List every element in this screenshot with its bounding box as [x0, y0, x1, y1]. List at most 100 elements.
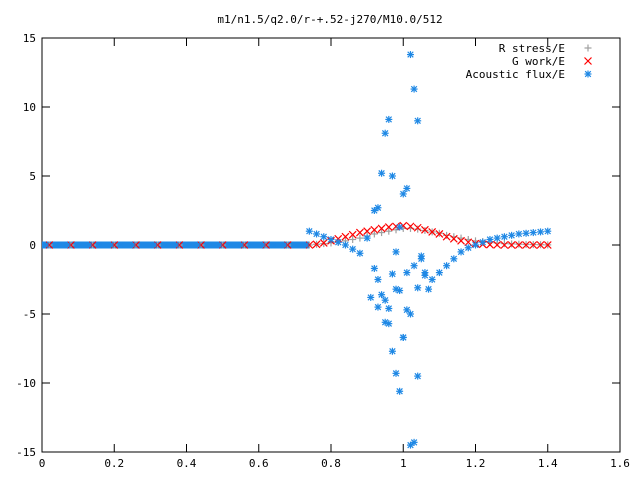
acoustic-flux-point [388, 270, 396, 278]
x-tick-label: 0.8 [321, 457, 341, 470]
acoustic-flux-point [443, 262, 451, 270]
g-work-point [363, 227, 372, 236]
y-tick-label: -10 [16, 377, 36, 390]
x-tick-label: 1.2 [466, 457, 486, 470]
acoustic-flux-point [414, 117, 422, 125]
acoustic-flux-point [269, 241, 277, 249]
r-stress-point [443, 231, 451, 239]
axes: 0 0.2 0.4 0.6 0.8 1 1.2 1.4 1.6 -15 -10 -5 0 5 10 15 [16, 32, 630, 470]
g-work-point [442, 232, 451, 241]
x-tick-label: 0.6 [249, 457, 269, 470]
data-marks [42, 51, 552, 449]
r-stress-point [378, 229, 386, 237]
acoustic-flux-point [515, 230, 523, 238]
acoustic-flux-point [161, 241, 169, 249]
acoustic-flux-point [388, 172, 396, 180]
acoustic-flux-point [226, 241, 234, 249]
g-work-point [507, 241, 516, 249]
acoustic-flux-point [74, 241, 82, 249]
r-stress-point [392, 226, 400, 234]
acoustic-flux-point [406, 51, 414, 59]
g-work-point [175, 241, 184, 249]
acoustic-flux-point [479, 238, 487, 246]
r-stress-point [508, 240, 516, 248]
acoustic-flux-point [529, 229, 537, 237]
acoustic-flux-point [522, 229, 530, 237]
acoustic-flux-point [85, 241, 93, 249]
g-work-point [283, 241, 292, 249]
g-work-point [240, 241, 249, 249]
g-work-point [464, 238, 473, 247]
legend-marker [584, 57, 592, 65]
x-tick-label: 1 [400, 457, 407, 470]
acoustic-flux-point [417, 252, 425, 260]
acoustic-flux-point [327, 235, 335, 243]
acoustic-flux-point [457, 248, 465, 256]
acoustic-flux-point [349, 245, 357, 253]
g-work-point [197, 241, 205, 249]
g-work-point [110, 241, 119, 249]
acoustic-flux-point [508, 231, 516, 239]
acoustic-flux-point [183, 241, 190, 249]
g-work-point [514, 241, 523, 249]
g-work-point [45, 241, 54, 249]
acoustic-flux-point [414, 372, 422, 380]
acoustic-flux-point [414, 284, 422, 292]
y-tick-label: 15 [23, 32, 36, 45]
g-work-point [406, 222, 415, 231]
acoustic-flux-point [396, 387, 404, 395]
acoustic-flux-point [378, 169, 386, 177]
acoustic-flux-point [42, 241, 50, 249]
r-stress-point [414, 225, 422, 233]
acoustic-flux-point [500, 233, 508, 241]
acoustic-flux-point [334, 238, 342, 246]
acoustic-flux-point [403, 269, 411, 277]
g-work-point [536, 241, 545, 249]
acoustic-flux-point [172, 241, 180, 249]
acoustic-flux-point [237, 241, 245, 249]
acoustic-flux-point [193, 241, 201, 249]
acoustic-flux-point [341, 241, 349, 249]
g-work-point [355, 228, 364, 237]
acoustic-flux-point [204, 241, 212, 249]
acoustic-flux-point [291, 241, 299, 249]
acoustic-flux-point [280, 241, 288, 249]
legend-label: G work/E [512, 55, 565, 68]
acoustic-flux-point [410, 85, 418, 93]
acoustic-flux-point [388, 347, 396, 355]
g-work-point [312, 240, 321, 249]
acoustic-flux-point [374, 276, 382, 283]
g-work-point [348, 230, 357, 239]
acoustic-flux-point [396, 287, 404, 295]
acoustic-flux-point [396, 223, 404, 231]
acoustic-flux-point [410, 438, 418, 446]
acoustic-flux-point [421, 271, 429, 279]
acoustic-flux-point [370, 207, 378, 214]
y-tick-label: 0 [29, 239, 36, 252]
x-tick-label: 1.6 [610, 457, 630, 470]
acoustic-flux-point [410, 262, 418, 270]
g-work-point [262, 241, 270, 249]
acoustic-flux-point [302, 241, 310, 249]
g-work-point [370, 225, 379, 234]
g-work-point [421, 225, 429, 234]
g-work-point [132, 241, 140, 249]
acoustic-flux-point [399, 190, 407, 198]
acoustic-flux-point [428, 276, 436, 283]
acoustic-flux-point [150, 241, 158, 249]
y-tick-label: -5 [23, 308, 36, 321]
g-work-point [435, 230, 444, 238]
g-work-point [377, 224, 386, 233]
g-work-point [449, 234, 458, 243]
acoustic-flux-point [107, 241, 115, 249]
g-work-point [529, 241, 538, 249]
g-work-point [457, 236, 465, 245]
acoustic-flux-point [381, 129, 389, 137]
g-work-point [88, 241, 97, 249]
acoustic-flux-point [385, 115, 393, 123]
acoustic-flux-point [385, 304, 393, 312]
acoustic-flux-point [464, 244, 472, 252]
acoustic-flux-point [403, 184, 411, 192]
